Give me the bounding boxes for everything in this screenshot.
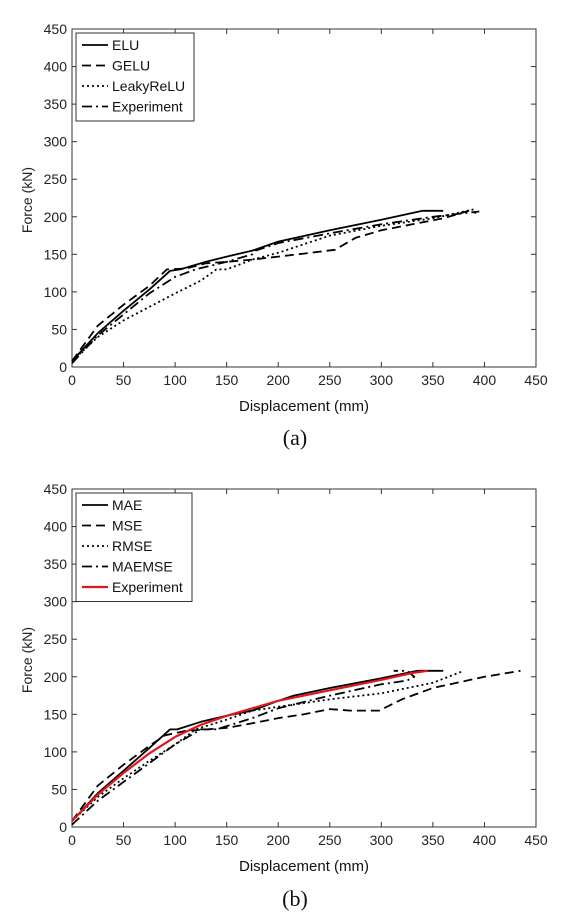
x-tick-label: 400 [473,832,497,848]
y-axis-title: Force (kN) [19,167,35,233]
legend-label: Experiment [112,579,183,595]
chart-panel-a: Force (kN) Displacement (mm) (a) 0 50 100 1… [19,21,548,450]
x-tick-label: 200 [267,372,291,388]
x-tick-label: 350 [421,832,445,848]
x-tick-label: 300 [370,372,394,388]
x-tick-label: 0 [68,832,76,848]
series-line-mse [71,669,521,822]
legend-label: Experiment [112,99,183,115]
legend-label: RMSE [112,538,152,554]
series-line-gelu [71,209,477,362]
series-line-rmse [71,669,465,822]
y-tick-label: 300 [44,594,68,610]
y-axis-title: Force (kN) [19,627,35,693]
x-tick-label: 50 [116,832,132,848]
plot-frame [71,28,537,368]
y-tick-label: 200 [44,209,68,225]
y-tick-label: 50 [51,321,67,337]
y-tick-label: 450 [44,21,68,37]
x-axis-title: Displacement (mm) [239,858,369,875]
legend: ELU GELU LeakyReLU Experiment [75,32,195,122]
legend-label: GELU [112,58,150,74]
legend-label: MAEMSE [112,559,173,575]
y-tick-label: 150 [44,246,68,262]
x-tick-label: 350 [421,372,445,388]
y-tick-label: 100 [44,744,68,760]
y-tick-label: 0 [59,819,67,835]
y-tick-label: 150 [44,706,68,722]
y-tick-label: 100 [44,284,68,300]
x-tick-label: 450 [524,372,548,388]
y-tick-label: 400 [44,59,68,75]
legend-box [75,32,195,122]
y-tick-label: 350 [44,556,68,572]
x-tick-label: 400 [473,372,497,388]
series-line-experiment [71,669,428,822]
x-tick-label: 100 [163,832,187,848]
x-tick-label: 100 [163,372,187,388]
legend-label: MAE [112,497,142,513]
series-line-experiment [71,210,480,364]
panel-caption: (b) [282,886,308,911]
y-tick-label: 200 [44,669,68,685]
legend-label: MSE [112,518,142,534]
y-tick-label: 400 [44,519,68,535]
x-tick-label: 250 [318,372,342,388]
x-tick-label: 300 [370,832,394,848]
legend-label: LeakyReLU [112,78,185,94]
y-tick-label: 450 [44,481,68,497]
y-tick-label: 0 [59,359,67,375]
y-tick-label: 250 [44,631,68,647]
x-axis-title: Displacement (mm) [239,398,369,415]
x-tick-label: 450 [524,832,548,848]
x-tick-label: 0 [68,372,76,388]
series-line-leakyrelu [71,208,475,362]
legend-label: ELU [112,37,139,53]
x-tick-label: 50 [116,372,132,388]
plot-frame [71,488,537,828]
x-tick-label: 250 [318,832,342,848]
y-tick-label: 250 [44,171,68,187]
panel-caption: (a) [283,425,307,450]
y-tick-label: 300 [44,134,68,150]
series-line-elu [71,209,444,362]
x-tick-label: 200 [267,832,291,848]
y-tick-label: 350 [44,96,68,112]
chart-panel-b: Force (kN) Displacement (mm) (b) 0 50 100 1… [19,481,548,911]
y-tick-label: 50 [51,781,67,797]
x-tick-label: 150 [215,832,239,848]
legend-box [75,492,193,602]
x-tick-label: 150 [215,372,239,388]
